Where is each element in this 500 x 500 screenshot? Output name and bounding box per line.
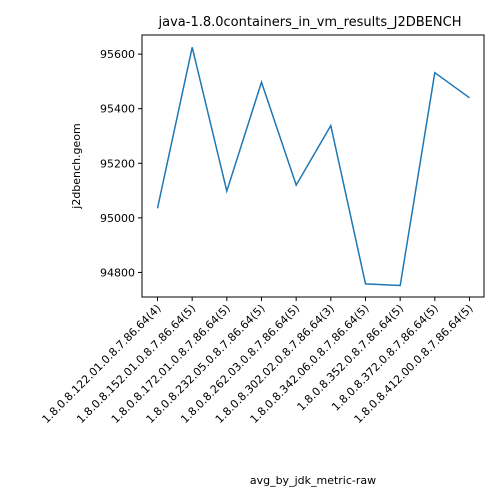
- y-tick-label: 95600: [100, 48, 135, 61]
- y-axis-label: j2dbench.geom: [70, 123, 83, 209]
- x-axis: 1.8.0.8.122.01.0.8.7.86.64(4)1.8.0.8.152…: [40, 297, 476, 426]
- y-tick-label: 94800: [100, 266, 135, 279]
- series-line: [158, 47, 470, 285]
- y-axis: 94800 95000 95200 95400 95600: [100, 48, 142, 279]
- series-line-group: [157, 47, 469, 285]
- plot-area: [142, 35, 484, 297]
- y-tick-label: 95000: [100, 212, 135, 225]
- y-tick-label: 95400: [100, 103, 135, 116]
- chart-title: java-1.8.0containers_in_vm_results_J2DBE…: [158, 15, 462, 30]
- x-axis-label: avg_by_jdk_metric-raw: [250, 474, 376, 487]
- y-tick-label: 95200: [100, 157, 135, 170]
